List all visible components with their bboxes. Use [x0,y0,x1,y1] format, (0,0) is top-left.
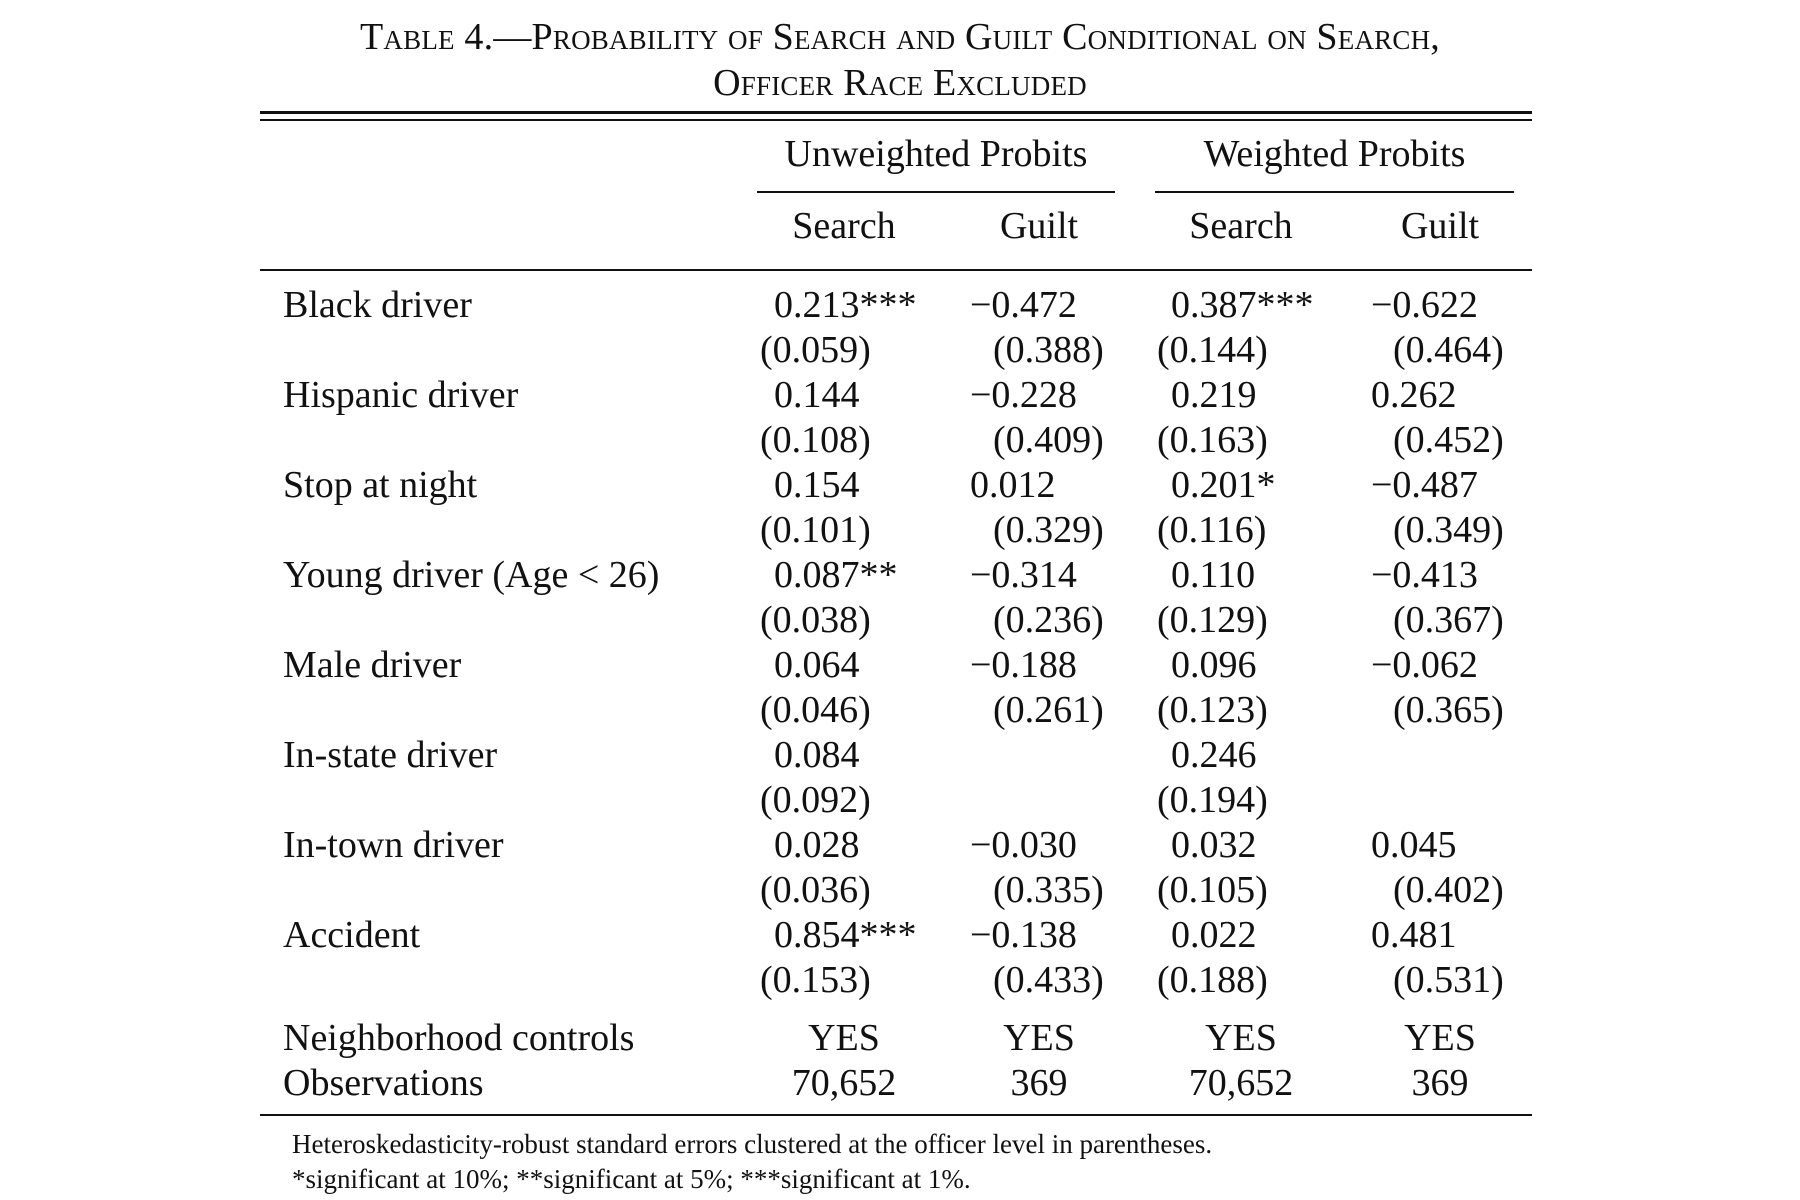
group-rule-weighted [1155,191,1514,193]
row-label: In-town driver [283,824,504,866]
coefficient-guilt-unweighted: 0.012 [970,464,1056,506]
standard-error-guilt-weighted: (0.349) [1393,509,1504,551]
table-note-standard-errors: Heteroskedasticity-robust standard error… [292,1129,1213,1159]
coefficient-guilt-unweighted: −0.472 [970,284,1077,326]
coefficient-search-unweighted: 0.144 [774,374,860,416]
column-header-search-unweighted: Search [792,205,896,247]
coefficient-guilt-unweighted: −0.030 [970,824,1077,866]
row-label: Hispanic driver [283,374,519,416]
standard-error-search-weighted: (0.188) [1157,959,1268,1001]
standard-error-search-unweighted: (0.101) [760,509,871,551]
group-header-unweighted: Unweighted Probits [784,133,1088,175]
row-label: Stop at night [283,464,478,506]
table-title: Table 4.—Probability of Search and Guilt… [360,16,1440,58]
coefficient-search-weighted: 0.032 [1171,824,1257,866]
standard-error-search-unweighted: (0.036) [760,869,871,911]
standard-error-search-weighted: (0.163) [1157,419,1268,461]
standard-error-search-unweighted: (0.038) [760,599,871,641]
coefficient-search-weighted: 0.022 [1171,914,1257,956]
standard-error-guilt-weighted: (0.367) [1393,599,1504,641]
group-rule-unweighted [757,191,1115,193]
standard-error-search-unweighted: (0.153) [760,959,871,1001]
coefficient-search-weighted: 0.387*** [1171,284,1314,326]
standard-error-guilt-unweighted: (0.261) [993,689,1104,731]
footer-value-guilt-unweighted: 369 [1010,1062,1068,1104]
standard-error-search-unweighted: (0.046) [760,689,871,731]
standard-error-guilt-weighted: (0.365) [1393,689,1504,731]
standard-error-search-unweighted: (0.059) [760,329,871,371]
standard-error-guilt-weighted: (0.402) [1393,869,1504,911]
standard-error-guilt-weighted: (0.464) [1393,329,1504,371]
coefficient-guilt-weighted: 0.262 [1371,374,1457,416]
column-header-guilt-weighted: Guilt [1400,205,1480,247]
footer-value-search-weighted: YES [1205,1017,1277,1059]
coefficient-guilt-unweighted: −0.138 [970,914,1077,956]
standard-error-guilt-unweighted: (0.335) [993,869,1104,911]
standard-error-guilt-unweighted: (0.236) [993,599,1104,641]
coefficient-search-unweighted: 0.854*** [774,914,917,956]
coefficient-guilt-weighted: −0.413 [1371,554,1478,596]
top-rule [260,111,1532,114]
coefficient-search-weighted: 0.246 [1171,734,1257,776]
row-label: Black driver [283,284,472,326]
standard-error-guilt-unweighted: (0.388) [993,329,1104,371]
coefficient-guilt-weighted: −0.062 [1371,644,1478,686]
standard-error-guilt-unweighted: (0.329) [993,509,1104,551]
standard-error-guilt-unweighted: (0.433) [993,959,1104,1001]
table-note-significance: *significant at 10%; **significant at 5%… [292,1164,971,1194]
coefficient-search-weighted: 0.110 [1171,554,1256,596]
coefficient-guilt-unweighted: −0.314 [970,554,1077,596]
coefficient-guilt-weighted: −0.622 [1371,284,1478,326]
standard-error-search-weighted: (0.129) [1157,599,1268,641]
coefficient-search-unweighted: 0.028 [774,824,860,866]
standard-error-search-weighted: (0.105) [1157,869,1268,911]
footer-value-guilt-weighted: YES [1404,1017,1476,1059]
standard-error-guilt-weighted: (0.531) [1393,959,1504,1001]
coefficient-search-unweighted: 0.154 [774,464,860,506]
standard-error-search-weighted: (0.116) [1157,509,1267,551]
coefficient-search-unweighted: 0.064 [774,644,860,686]
coefficient-guilt-weighted: 0.045 [1371,824,1457,866]
standard-error-search-unweighted: (0.108) [760,419,871,461]
standard-error-search-unweighted: (0.092) [760,779,871,821]
footer-value-guilt-unweighted: YES [1003,1017,1075,1059]
top-rule-double [260,119,1532,121]
standard-error-search-weighted: (0.123) [1157,689,1268,731]
standard-error-guilt-unweighted: (0.409) [993,419,1104,461]
coefficient-search-unweighted: 0.213*** [774,284,917,326]
footer-row-label: Neighborhood controls [283,1017,635,1059]
standard-error-search-weighted: (0.144) [1157,329,1268,371]
column-header-search-weighted: Search [1189,205,1293,247]
standard-error-search-weighted: (0.194) [1157,779,1268,821]
row-label: Accident [283,914,421,956]
group-header-weighted: Weighted Probits [1203,133,1466,175]
coefficient-search-unweighted: 0.087** [774,554,898,596]
coefficient-guilt-unweighted: −0.188 [970,644,1077,686]
column-header-guilt-unweighted: Guilt [999,205,1079,247]
footer-row-label: Observations [283,1062,484,1104]
coefficient-search-weighted: 0.096 [1171,644,1257,686]
coefficient-guilt-weighted: 0.481 [1371,914,1457,956]
header-rule [260,269,1532,271]
bottom-rule [260,1114,1532,1116]
row-label: Male driver [283,644,462,686]
coefficient-search-weighted: 0.219 [1171,374,1257,416]
coefficient-guilt-unweighted: −0.228 [970,374,1077,416]
footer-value-search-unweighted: YES [808,1017,880,1059]
row-label: Young driver (Age < 26) [283,554,660,596]
coefficient-search-weighted: 0.201* [1171,464,1276,506]
footer-value-search-unweighted: 70,652 [791,1062,897,1104]
footer-value-search-weighted: 70,652 [1188,1062,1294,1104]
table-title-continued: Officer Race Excluded [713,62,1087,104]
coefficient-search-unweighted: 0.084 [774,734,860,776]
standard-error-guilt-weighted: (0.452) [1393,419,1504,461]
footer-value-guilt-weighted: 369 [1411,1062,1469,1104]
row-label: In-state driver [283,734,498,776]
coefficient-guilt-weighted: −0.487 [1371,464,1478,506]
